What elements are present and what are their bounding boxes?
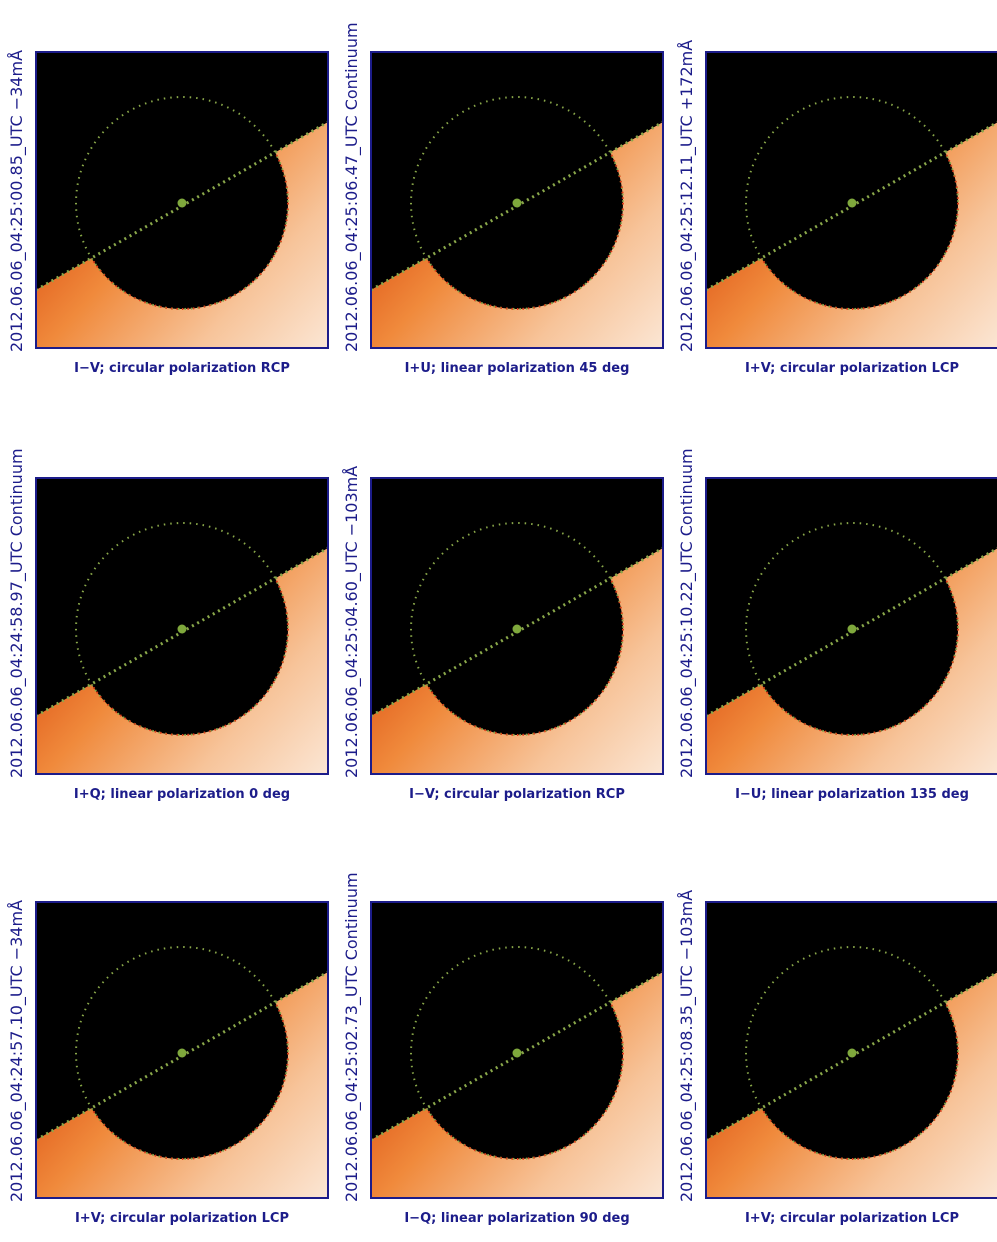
panel-caption: I−V; circular polarization RCP: [74, 361, 290, 376]
panel-timestamp: 2012.06.06_04:25:12.11_UTC +172mÅ: [677, 40, 697, 352]
panel-caption: I+V; circular polarization LCP: [745, 361, 959, 376]
solar-image: [706, 52, 997, 348]
solar-image: [36, 902, 328, 1198]
solar-image: [371, 478, 663, 774]
panel-caption: I+U; linear polarization 45 deg: [405, 361, 630, 376]
panel-timestamp: 2012.06.06_04:24:58.97_UTC Continuum: [7, 448, 27, 778]
panel-timestamp: 2012.06.06_04:25:02.73_UTC Continuum: [342, 872, 362, 1202]
panel-timestamp: 2012.06.06_04:25:04.60_UTC −103mÅ: [342, 466, 362, 778]
panel-caption: I−V; circular polarization RCP: [409, 787, 625, 802]
solar-image: [371, 902, 663, 1198]
panel-caption: I+V; circular polarization LCP: [75, 1211, 289, 1226]
solar-image: [371, 52, 663, 348]
solar-image: [706, 478, 997, 774]
panel-caption: I+V; circular polarization LCP: [745, 1211, 959, 1226]
panel-timestamp: 2012.06.06_04:25:00.85_UTC −34mÅ: [7, 50, 27, 352]
panel-caption: I−Q; linear polarization 90 deg: [404, 1211, 629, 1226]
solar-image: [36, 52, 328, 348]
panel-timestamp: 2012.06.06_04:25:08.35_UTC −103mÅ: [677, 890, 697, 1202]
panel-caption: I+Q; linear polarization 0 deg: [74, 787, 290, 802]
solar-image: [36, 478, 328, 774]
solar-image: [706, 902, 997, 1198]
panel-caption: I−U; linear polarization 135 deg: [735, 787, 969, 802]
panel-timestamp: 2012.06.06_04:24:57.10_UTC −34mÅ: [7, 900, 27, 1202]
panel-timestamp: 2012.06.06_04:25:10.22_UTC Continuum: [677, 448, 697, 778]
panel-timestamp: 2012.06.06_04:25:06.47_UTC Continuum: [342, 22, 362, 352]
